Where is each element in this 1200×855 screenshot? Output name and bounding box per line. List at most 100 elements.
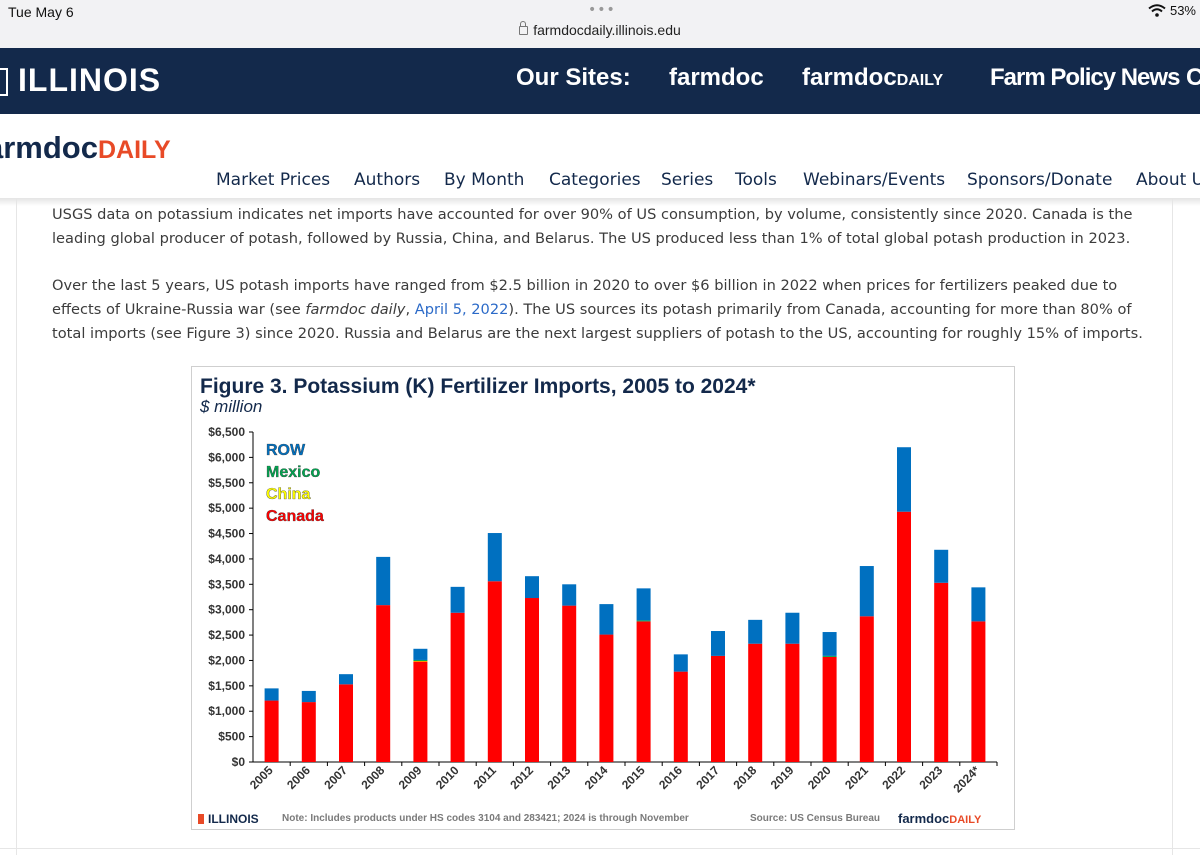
address-bar[interactable]: farmdocdaily.illinois.edu [0, 21, 1200, 38]
logo-main: armdoc [0, 130, 98, 165]
main-navigation: Market Prices Authors By Month Categorie… [0, 170, 1200, 194]
site-link-farmdoc-daily-main: farmdoc [802, 64, 897, 91]
bar-segment-canada [636, 621, 651, 762]
figure-footer: ILLINOIS Note: Includes products under H… [192, 811, 1014, 829]
illinois-header: ILLINOIS Our Sites: farmdoc farmdocDAILY… [0, 48, 1200, 114]
bar-segment-row [487, 533, 502, 582]
nav-market-prices[interactable]: Market Prices [216, 170, 331, 190]
status-time: Tue May 6 [8, 4, 74, 20]
x-tick-label: 2006 [284, 763, 313, 792]
x-tick-label: 2009 [396, 763, 425, 792]
page-bottom-divider [0, 848, 1200, 849]
bar-segment-row [822, 632, 837, 656]
nav-authors[interactable]: Authors [354, 170, 421, 190]
y-tick-label: $5,500 [208, 476, 245, 490]
bar-segment-row [301, 690, 316, 703]
bar-segment-canada [934, 582, 949, 762]
stacked-bar-chart: $0 $500 $1,000 $1,500 $2,000 $2,500 $3,000 $3,5… [208, 425, 998, 795]
bar-segment-canada [599, 634, 614, 762]
x-tick-label: 2010 [433, 763, 462, 792]
legend-entry-canada: Canada [266, 508, 324, 525]
bar-segment-row [897, 447, 911, 512]
illinois-block-i-icon [0, 68, 8, 96]
bar-segment-canada [487, 581, 502, 762]
nav-categories[interactable]: Categories [549, 170, 641, 190]
footer-farmdoc-daily-logo: farmdocDAILY [898, 811, 981, 826]
bar-segment-canada [562, 605, 577, 762]
bar-segment-canada [339, 684, 353, 762]
x-tick-label: 2021 [842, 763, 871, 792]
y-tick-label: $1,500 [208, 679, 245, 693]
article-link-april-5-2022[interactable]: April 5, 2022 [414, 301, 509, 318]
article-paragraph-2: Over the last 5 years, US potash imports… [52, 274, 1164, 346]
paragraph-2-text-b: ). The US sources its potash primarily f… [52, 301, 1143, 342]
x-tick-label: 2023 [917, 763, 946, 792]
nav-about[interactable]: About U [1136, 170, 1200, 190]
x-tick-label: 2020 [805, 763, 834, 792]
bar-segment-canada [859, 616, 874, 762]
site-link-farmdoc-daily-suffix: DAILY [896, 72, 944, 89]
nav-series[interactable]: Series [661, 170, 714, 190]
nav-tools[interactable]: Tools [735, 170, 777, 190]
x-tick-label: 2016 [656, 763, 685, 792]
x-tick-label: 2018 [731, 763, 760, 792]
wifi-icon [1148, 4, 1166, 17]
x-tick-label: 2007 [321, 763, 350, 792]
bar-segment-row [934, 549, 949, 583]
illinois-wordmark[interactable]: ILLINOIS [18, 62, 162, 98]
bar-segment-row [859, 566, 874, 617]
bar-segment-canada [971, 621, 986, 762]
bar-segment-canada [897, 511, 911, 762]
bar-segment-row [636, 588, 651, 621]
content-left-border [16, 198, 17, 855]
x-tick-label: 2014 [582, 763, 611, 792]
figure-subtitle: $ million [200, 397, 263, 416]
bar-segment-china [413, 660, 428, 662]
footer-illinois-logo: ILLINOIS [198, 812, 259, 826]
bar-segment-row [339, 674, 353, 685]
figure-title: Figure 3. Potassium (K) Fertilizer Impor… [200, 375, 756, 398]
bar-segment-canada [301, 702, 316, 762]
status-indicators: 53% [1148, 3, 1196, 18]
y-tick-label: $2,000 [208, 653, 245, 667]
x-tick-label: 2008 [359, 763, 388, 792]
bar-segment-canada [525, 598, 539, 762]
x-tick-label: 2013 [545, 763, 574, 792]
y-tick-label: $0 [232, 755, 246, 769]
x-tick-label: 2024* [950, 763, 982, 795]
footer-illinois-wordmark: ILLINOIS [208, 812, 259, 826]
x-tick-label: 2022 [879, 763, 908, 792]
figure-3-chart: $0 $500 $1,000 $1,500 $2,000 $2,500 $3,000 $3,5… [191, 366, 1015, 830]
bar-segment-row [413, 648, 428, 660]
nav-webinars-events[interactable]: Webinars/Events [803, 170, 946, 190]
nav-sponsors-donate[interactable]: Sponsors/Donate [967, 170, 1113, 190]
figure-note: Note: Includes products under HS codes 3… [282, 813, 689, 824]
paragraph-2-separator: , [405, 301, 415, 318]
nav-shadow-divider [0, 198, 1200, 206]
site-link-farmdoc[interactable]: farmdoc [669, 64, 764, 91]
farmdoc-daily-logo[interactable]: armdocDAILY [0, 130, 171, 166]
our-sites-label: Our Sites: [516, 64, 631, 91]
bar-segment-canada [673, 671, 688, 762]
nav-by-month[interactable]: By Month [444, 170, 525, 190]
bar-segment-row [264, 688, 279, 701]
bar-segment-canada [413, 661, 428, 762]
site-link-farm-policy-news[interactable]: Farm Policy News [990, 64, 1180, 91]
bar-segment-canada [264, 700, 279, 762]
site-link-overflow[interactable]: C [1186, 64, 1200, 91]
bar-segment-canada [376, 605, 391, 762]
site-link-farmdoc-daily[interactable]: farmdocDAILY [802, 64, 943, 92]
bar-segment-row [525, 576, 539, 599]
battery-percentage: 53% [1169, 3, 1196, 18]
bar-segment-row [748, 619, 763, 644]
url-text: farmdocdaily.illinois.edu [533, 22, 681, 38]
paragraph-2-publication: farmdoc daily [305, 301, 406, 318]
footer-brand-main: farmdoc [898, 811, 950, 826]
bar-segment-row [711, 631, 725, 656]
x-tick-label: 2005 [247, 763, 276, 792]
bar-segment-mexico [636, 620, 651, 622]
bar-segment-mexico [413, 659, 428, 661]
y-tick-label: $3,000 [208, 603, 245, 617]
bar-segment-canada [822, 656, 837, 762]
multitasking-dots-icon[interactable]: ••• [588, 2, 616, 18]
